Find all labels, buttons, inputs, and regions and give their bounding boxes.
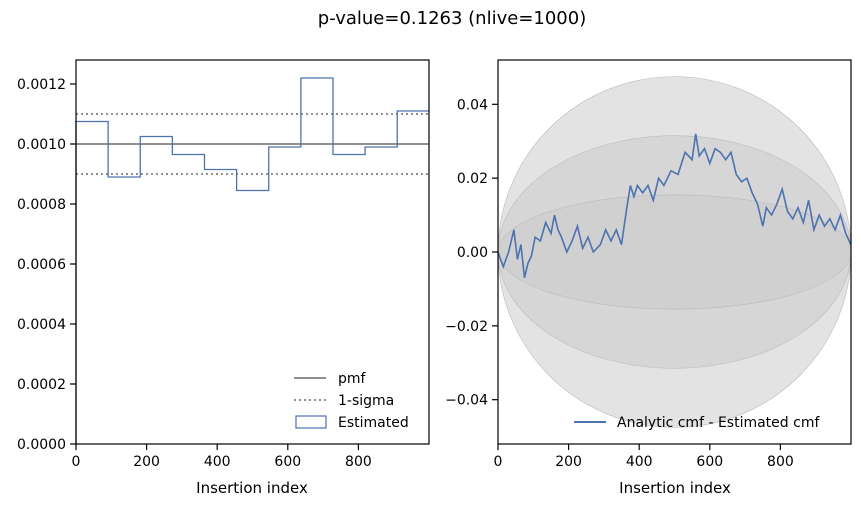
left-legend: pmf 1-sigma Estimated <box>294 371 409 431</box>
cmf-difference-line <box>497 133 852 278</box>
left-xtick-label: 200 <box>133 454 160 470</box>
left-xlabel: Insertion index <box>196 479 308 497</box>
right-ytick-label: −0.04 <box>445 393 488 409</box>
left-ytick-label: 0.0012 <box>17 77 66 93</box>
legend-sigma-label: 1-sigma <box>338 393 394 409</box>
left-axes-frame <box>75 59 430 445</box>
left-ytick-label: 0.0004 <box>17 317 66 333</box>
right-ticks: 0 200 400 600 800 −0.04 −0.02 0.00 0.02 0.04 <box>445 97 794 470</box>
figure-title: p-value=0.1263 (nlive=1000) <box>318 8 586 29</box>
right-ytick-label: 0.02 <box>457 171 488 187</box>
left-xtick-label: 800 <box>345 454 372 470</box>
left-ytick-label: 0.0006 <box>17 257 66 273</box>
legend-estimated-swatch <box>295 415 327 429</box>
left-xtick-label: 400 <box>204 454 231 470</box>
left-xtick-label: 600 <box>274 454 301 470</box>
right-ytick-label: 0.00 <box>457 245 488 261</box>
left-panel: 0 200 400 600 800 0.0000 0.0002 0.0004 0.0006 0.0… <box>17 59 430 497</box>
left-ytick-label: 0.0000 <box>17 437 66 453</box>
left-plot-area <box>75 77 429 444</box>
right-ytick-label: −0.02 <box>445 319 488 335</box>
legend-pmf-label: pmf <box>338 371 367 387</box>
left-ticks: 0 200 400 600 800 0.0000 0.0002 0.0004 0.0006 0.0… <box>17 77 372 470</box>
left-xtick-label: 0 <box>72 454 81 470</box>
legend-estimated-label: Estimated <box>338 415 409 431</box>
right-xtick-label: 600 <box>696 454 723 470</box>
right-panel: 0 200 400 600 800 −0.04 −0.02 0.00 0.02 0.04 Inse… <box>445 59 852 497</box>
estimated-histogram <box>75 77 429 444</box>
right-plot-area <box>497 76 852 428</box>
right-xtick-label: 0 <box>494 454 503 470</box>
legend-cmf-label: Analytic cmf - Estimated cmf <box>617 415 820 431</box>
right-xtick-label: 400 <box>626 454 653 470</box>
left-ytick-label: 0.0008 <box>17 197 66 213</box>
right-xtick-label: 200 <box>555 454 582 470</box>
right-legend: Analytic cmf - Estimated cmf <box>574 415 820 431</box>
right-ytick-label: 0.04 <box>457 97 488 113</box>
sigma-band-1 <box>497 194 852 310</box>
left-ytick-label: 0.0010 <box>17 137 66 153</box>
right-xlabel: Insertion index <box>619 479 731 497</box>
left-ytick-label: 0.0002 <box>17 377 66 393</box>
right-xtick-label: 800 <box>767 454 794 470</box>
